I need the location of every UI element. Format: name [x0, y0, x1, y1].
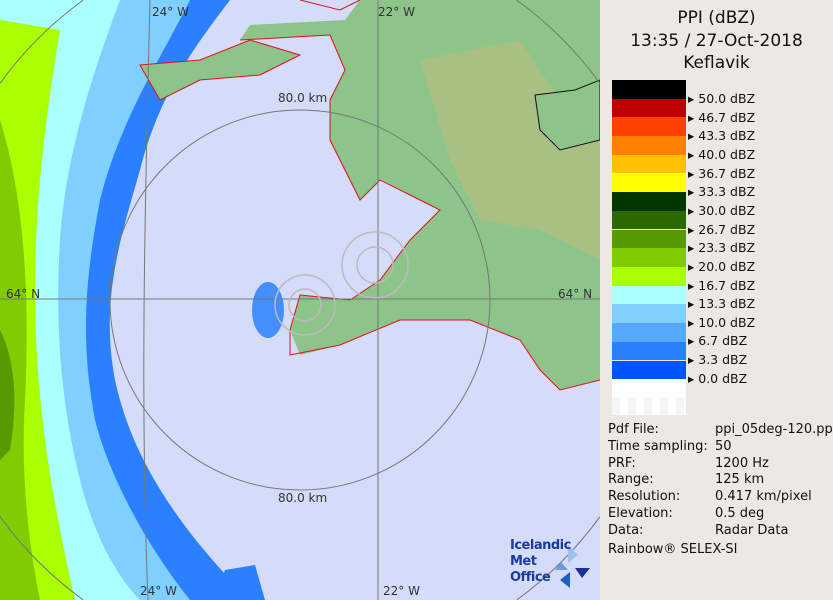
legend-label: ▸ 40.0 dBZ — [688, 146, 756, 162]
range-ring-80km — [109, 109, 491, 491]
legend-label: ▸ 20.0 dBZ — [688, 258, 756, 274]
legend-swatch — [612, 229, 686, 249]
legend-label: ▸ 33.3 dBZ — [688, 184, 756, 200]
legend-label: ▸ 46.7 dBZ — [688, 109, 756, 125]
legend-swatch — [612, 267, 686, 286]
lon-line-24w — [143, 0, 151, 600]
info-value: 125 km — [715, 472, 765, 488]
second-site-ring-inner — [356, 246, 394, 284]
legend-swatch — [612, 154, 686, 174]
legend-label: ▸ 50.0 dBZ — [688, 91, 756, 106]
info-panel: PPI (dBZ) 13:35 / 27-Oct-2018 Keflavik ▸… — [600, 0, 833, 600]
range-ring-outer-bottomleft — [0, 516, 84, 600]
legend-swatch — [612, 304, 686, 323]
info-value: 1200 Hz — [715, 455, 769, 471]
legend-swatch — [612, 323, 686, 342]
imo-logo-icon — [555, 545, 590, 588]
info-value: 50 — [715, 438, 732, 454]
lon-label-24w-bottom: 24° W — [140, 584, 177, 598]
info-row: Resolution: 0.417 km/pixel — [608, 489, 812, 505]
second-site-ring — [341, 231, 409, 299]
legend-swatch — [612, 192, 686, 211]
legend-swatch — [612, 210, 686, 230]
lon-label-22w-top: 22° W — [378, 5, 415, 19]
info-value: 0.5 deg — [715, 506, 765, 521]
legend-swatch — [612, 341, 686, 361]
legend-label: ▸ 10.0 dBZ — [688, 314, 756, 330]
legend-label: ▸ 13.3 dBZ — [688, 296, 756, 312]
lon-label-24w-top: 24° W — [152, 5, 189, 19]
legend-swatch — [612, 173, 686, 193]
legend-swatch — [612, 136, 686, 155]
legend-swatch — [612, 98, 686, 118]
legend-label: ▸ 6.7 dBZ — [688, 333, 748, 349]
range-label-bottom: 80.0 km — [278, 491, 328, 505]
rain-band-darkgreen — [0, 330, 15, 460]
radar-site-ring — [274, 274, 336, 336]
rain-band-green — [0, 120, 40, 600]
range-label-top: 80.0 km — [278, 91, 328, 105]
info-key: Range: — [608, 472, 654, 488]
info-key: Resolution: — [608, 489, 681, 505]
legend-label: ▸ 36.7 dBZ — [688, 165, 756, 181]
radar-map[interactable]: 24° W 22° W 24° W 22° W 64° N 64° N 80.0… — [0, 0, 600, 600]
legend-label: ▸ 23.3 dBZ — [688, 240, 756, 256]
legend-label: ▸ 43.3 dBZ — [688, 128, 756, 144]
info-row: Time sampling: 50 — [608, 438, 732, 454]
info-value: ppi_05deg-120.ppi — [715, 422, 833, 437]
legend-swatch-undetect — [612, 397, 686, 415]
range-ring-outer-topleft — [0, 0, 84, 84]
radar-site-ring-inner — [288, 288, 322, 322]
imo-logo-text: Icelandic Met Office — [510, 538, 600, 586]
software-footer: Rainbow® SELEX-SI — [608, 542, 738, 557]
info-row: Pdf File: ppi_05deg-120.ppi — [608, 422, 833, 437]
product-title: PPI (dBZ) — [677, 8, 756, 28]
info-key: PRF: — [608, 455, 636, 471]
land-snaefellsnes — [140, 40, 300, 100]
info-row: Elevation: 0.5 deg — [608, 506, 764, 521]
legend-label: ▸ 0.0 dBZ — [688, 370, 748, 386]
info-row: PRF: 1200 Hz — [608, 455, 769, 471]
rain-band-blue-south — [215, 565, 265, 600]
lake-thingvallavatn — [534, 79, 600, 151]
legend-swatch-nodata — [612, 379, 686, 397]
info-key: Pdf File: — [608, 422, 659, 437]
logo-line2: Office — [510, 570, 551, 585]
legend-swatch — [612, 285, 686, 305]
info-key: Time sampling: — [608, 438, 708, 454]
legend-swatch — [612, 117, 686, 136]
info-value: Radar Data — [715, 522, 789, 538]
lon-label-22w-bottom: 22° W — [383, 584, 420, 598]
info-key: Data: — [608, 522, 644, 538]
legend-swatch — [612, 248, 686, 267]
product-datetime: 13:35 / 27-Oct-2018 — [630, 31, 803, 51]
logo-line1: Icelandic Met — [510, 538, 571, 569]
radar-map-canvas — [0, 0, 600, 600]
range-ring-outer-topright — [516, 0, 600, 84]
range-ring-outer-bottomright — [516, 516, 600, 600]
legend-label: ▸ 16.7 dBZ — [688, 277, 756, 293]
station-name: Keflavik — [683, 53, 750, 73]
info-value: 0.417 km/pixel — [715, 489, 812, 505]
legend-swatch — [612, 360, 686, 380]
legend-swatch — [612, 80, 686, 99]
legend-label: ▸ 26.7 dBZ — [688, 221, 756, 237]
legend-label: ▸ 3.3 dBZ — [688, 352, 748, 368]
coastline — [139, 0, 600, 391]
legend-label: ▸ 30.0 dBZ — [688, 202, 756, 218]
info-key: Elevation: — [608, 506, 673, 521]
lat-label-64n-right: 64° N — [558, 287, 593, 301]
lat-label-64n-left: 64° N — [6, 287, 41, 301]
info-row: Data: Radar Data — [608, 522, 788, 538]
info-row: Range: 125 km — [608, 472, 764, 488]
